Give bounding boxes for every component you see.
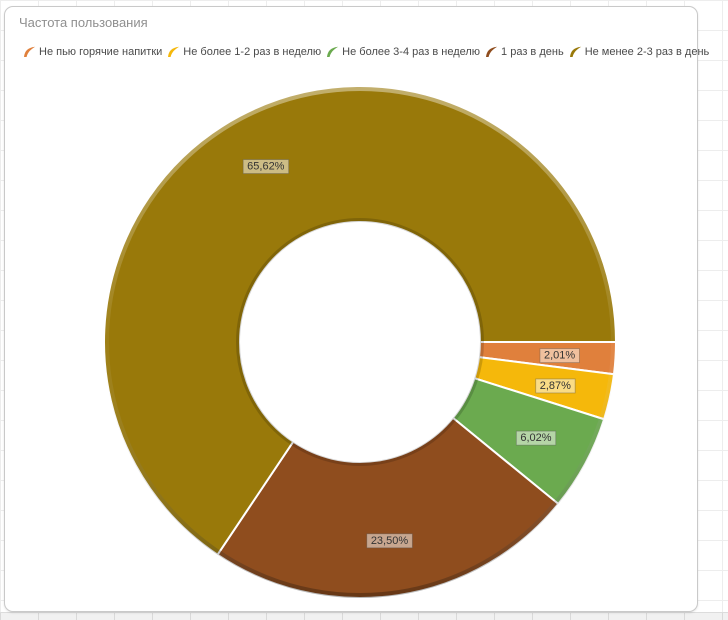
bottom-grid-strip (0, 612, 728, 620)
legend-swoosh-icon (24, 46, 36, 57)
slice-value-label: 2,87% (535, 378, 576, 394)
legend-item-label: 1 раз в день (501, 46, 564, 58)
slice-value-text: 65,62% (247, 161, 285, 173)
legend-swoosh-icon (168, 46, 180, 57)
slice-value-text: 2,87% (540, 380, 571, 392)
legend-item-label: Не более 1-2 раз в неделю (183, 46, 322, 58)
slice-value-label: 23,50% (366, 533, 413, 549)
donut-inner-shadow (236, 218, 484, 466)
legend-item[interactable]: Не более 3-4 раз в неделю (326, 46, 480, 58)
donut-chart-svg: 2,01% 2,87% 6,02% 23,50% 65,62% (103, 85, 617, 599)
legend-item[interactable]: 1 раз в день (485, 46, 564, 58)
legend-swoosh-icon (486, 46, 498, 57)
legend-item[interactable]: Не пью горячие напитки (23, 46, 162, 58)
slice-value-label-box (515, 430, 557, 446)
chart-panel: Частота пользования Не пью горячие напит… (4, 6, 709, 612)
slice-value-label-box (535, 378, 576, 394)
donut-slices (103, 85, 617, 599)
legend-swoosh-icon (327, 46, 339, 57)
slice-value-label-box (539, 348, 580, 364)
donut-outer-bevel (104, 86, 616, 598)
slice-value-labels: 2,01% 2,87% 6,02% 23,50% 65,62% (242, 159, 580, 549)
slice-value-text: 23,50% (371, 535, 409, 547)
slice-value-label: 2,01% (539, 348, 580, 364)
legend-item-label: Не пью горячие напитки (39, 46, 163, 58)
legend-item-label: Не более 3-4 раз в неделю (342, 46, 481, 58)
slice-value-label: 65,62% (242, 159, 290, 174)
legend-swoosh-icon (569, 46, 581, 57)
chart-legend: Не пью горячие напитки Не более 1-2 раз в… (23, 46, 714, 58)
legend-item[interactable]: Не более 1-2 раз в неделю (167, 46, 321, 58)
slice-value-label-box (366, 533, 413, 549)
slice-value-label-box (242, 159, 290, 174)
slice-value-label: 6,02% (515, 430, 557, 446)
slice-value-text: 6,02% (520, 432, 551, 444)
slice-value-text: 2,01% (544, 350, 575, 362)
legend-item-label: Не менее 2-3 раз в день (584, 46, 710, 58)
chart-title: Частота пользования (19, 15, 148, 30)
legend-item[interactable]: Не менее 2-3 раз в день (569, 46, 710, 58)
